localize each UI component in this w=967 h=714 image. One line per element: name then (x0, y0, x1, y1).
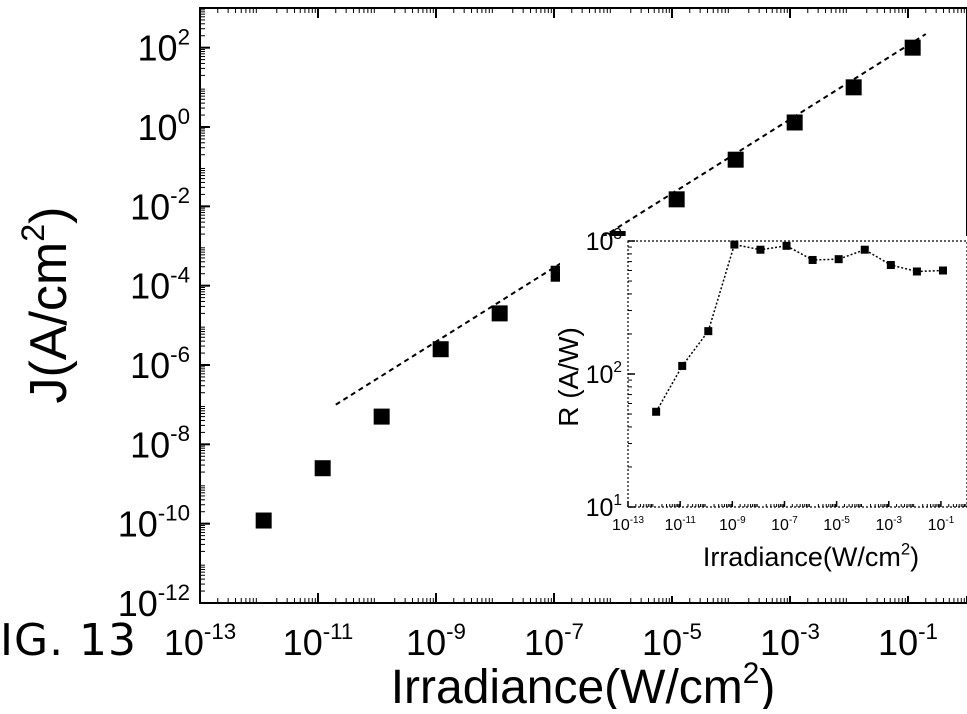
inset-data-point (652, 407, 661, 416)
data-point (668, 191, 685, 208)
x-tick-label: 10-5 (642, 619, 702, 663)
y-tick-label: 100 (138, 104, 190, 148)
y-tick-label: 10-2 (130, 183, 190, 227)
x-tick-label: 10-7 (524, 619, 584, 663)
main-plot-frame (199, 7, 967, 604)
x-tick-label: 10-13 (164, 619, 236, 663)
fit-line (335, 33, 927, 406)
data-point (845, 79, 862, 96)
inset-x-axis-label: Irradiance(W/cm2) (703, 540, 919, 572)
inset-data-point (756, 245, 765, 254)
figure-caption: IG. 13 (0, 615, 138, 666)
inset-y-tick-label: 102 (586, 359, 622, 389)
inset-x-tick-label: 10-9 (719, 515, 746, 534)
data-point (786, 114, 803, 131)
inset-y-axis-label: R (A/W) (553, 327, 584, 427)
data-point (904, 39, 921, 56)
y-tick-label: 10-8 (130, 421, 190, 465)
x-tick-label: 10-9 (406, 619, 466, 663)
y-tick-label: 102 (138, 24, 190, 68)
inset-data-point (938, 266, 947, 275)
inset-y-tick-label: 103 (586, 226, 622, 256)
inset-data-point (704, 327, 713, 336)
inset-data-point (860, 245, 869, 254)
inset-y-tick-label: 101 (586, 492, 622, 522)
inset-data-point (886, 261, 895, 270)
inset-x-tick-label: 10-13 (612, 515, 645, 534)
y-tick-label: 10-12 (118, 580, 190, 624)
inset-x-tick-label: 10-7 (771, 515, 798, 534)
data-point (491, 305, 508, 322)
y-tick-label: 10-4 (130, 262, 190, 306)
data-point (432, 341, 449, 358)
inset-data-point (834, 255, 843, 264)
x-tick-label: 10-1 (878, 619, 938, 663)
inset-data-point (808, 255, 817, 264)
x-axis-label: Irradiance(W/cm2) (391, 657, 776, 709)
inset-series-line (655, 243, 944, 413)
data-point (314, 460, 331, 477)
x-tick-label: 10-11 (283, 619, 354, 663)
data-point (727, 151, 744, 168)
x-tick-label: 10-3 (760, 619, 820, 663)
inset-background (560, 236, 967, 596)
y-tick-label: 10-6 (130, 342, 190, 386)
data-point (373, 408, 390, 425)
inset-data-point (730, 240, 739, 249)
inset-plot: 10-13 10-11 10-9 10-7 10-5 10-3 10-1 101 102 103 I… (553, 226, 967, 596)
inset-x-tick-label: 10-1 (928, 515, 955, 534)
inset-data-point (782, 241, 791, 250)
data-point (255, 512, 272, 529)
main-plot: 10-13 10-11 10-9 10-7 10-5 10-3 10-1 10-12 10-10… (15, 7, 967, 714)
inset-data-point (912, 267, 921, 276)
y-tick-label: 10-10 (118, 500, 190, 544)
inset-data-point (678, 361, 687, 370)
inset-x-tick-label: 10-11 (664, 515, 696, 534)
y-axis-label: J(A/cm2) (15, 206, 78, 403)
inset-x-tick-label: 10-5 (823, 515, 850, 534)
inset-x-tick-label: 10-3 (875, 515, 902, 534)
